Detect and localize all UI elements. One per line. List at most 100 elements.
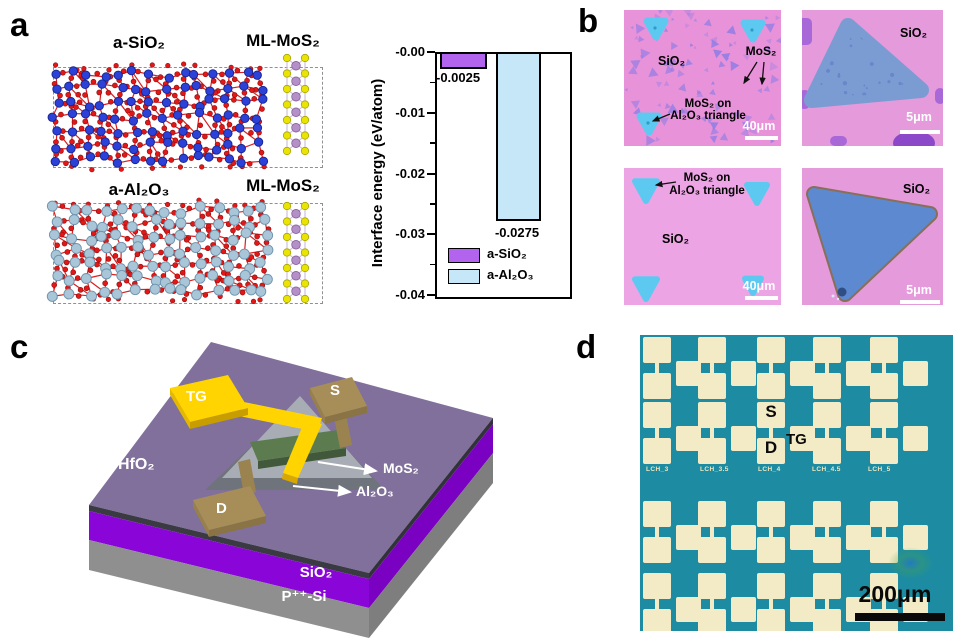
- drain-pad: [643, 609, 671, 631]
- panel-b-label: b: [578, 2, 599, 39]
- scale-bar-label: 200μm: [858, 581, 932, 607]
- device-schematic-3d: [89, 342, 493, 638]
- substrate-layer-left: [89, 540, 369, 638]
- legend-label: a-SiO₂: [487, 246, 527, 261]
- texture-dot: [895, 31, 898, 35]
- texture-dot: [825, 68, 831, 73]
- sio2-layer-right: [369, 424, 493, 608]
- source-pad: [870, 501, 898, 527]
- channel-trace: [825, 527, 829, 537]
- texture-dot: [812, 72, 813, 74]
- mos2-flake-speck: [765, 38, 772, 45]
- mos2-flake-speck: [696, 89, 702, 95]
- mos2-flake-speck: [764, 23, 775, 33]
- texture-dot: [837, 72, 841, 76]
- triangle-note-line2: Al₂O₃ triangle: [669, 185, 745, 197]
- sio2-label: SiO₂: [299, 564, 333, 581]
- top-gate-trace: [239, 402, 322, 432]
- source-pad: [757, 573, 785, 599]
- source-pad-edge: [310, 388, 325, 424]
- drain-pad: [698, 373, 726, 399]
- al2o3-large-triangle: [808, 188, 936, 300]
- mos2-flake-speck: [703, 18, 712, 27]
- top-gate-trace-vertical: [283, 420, 322, 478]
- top-gate-pad: [731, 361, 756, 386]
- mos2-flake-speck: [685, 23, 690, 29]
- defect-blob: [888, 547, 933, 579]
- texture-dot: [886, 43, 889, 46]
- mos2-flake-speck: [685, 58, 693, 66]
- mos2-flake-speck: [684, 110, 691, 116]
- al2o3-label: Al₂O₃: [356, 483, 394, 499]
- top-gate-label: TG: [786, 431, 807, 448]
- channel-trace: [882, 599, 886, 609]
- mos2-flake-speck: [678, 83, 687, 92]
- texture-dot: [924, 20, 927, 23]
- drain-pad: [813, 373, 841, 399]
- texture-dot: [842, 81, 848, 86]
- legend-label: a-Al₂O₃: [487, 267, 534, 282]
- mos2-flake-speck: [693, 45, 697, 50]
- source-pad: [813, 573, 841, 599]
- mos2-flake-speck: [721, 53, 731, 62]
- channel-trace: [882, 428, 886, 438]
- mos2-flake-speck: [686, 12, 695, 21]
- y-minor-tick: [430, 263, 435, 266]
- drain-pad: [698, 537, 726, 563]
- al2o3-annotation-arrow: [292, 484, 352, 497]
- texture-dot: [831, 19, 834, 22]
- mos2-flake-speck: [709, 36, 718, 45]
- al2o3-triangle-flake: [744, 182, 770, 206]
- y-minor-tick: [430, 203, 435, 205]
- channel-trace: [655, 599, 659, 609]
- mos2-flake-speck: [628, 65, 638, 75]
- channel-trace: [882, 363, 886, 373]
- channel-trace: [825, 363, 829, 373]
- source-pad: [643, 337, 671, 363]
- y-minor-tick: [430, 81, 435, 84]
- y-tick-label: -0.00: [395, 44, 425, 59]
- mos2-flake-speck: [732, 109, 741, 119]
- drain-trace: [238, 459, 256, 495]
- substrate-label: P⁺⁺-Si: [281, 588, 327, 605]
- bar-a-sio2: [440, 52, 487, 70]
- texture-dot: [886, 22, 889, 25]
- texture-dot: [884, 41, 889, 46]
- channel-trace: [769, 363, 773, 373]
- annotation-arrow: [654, 180, 677, 188]
- mos2-flake-speck: [658, 10, 663, 15]
- column-label: LCH_3: [646, 466, 669, 473]
- mos2-flake-speck: [648, 67, 659, 77]
- texture-dot: [920, 75, 921, 78]
- defect-spot: [837, 287, 847, 297]
- texture-dot: [820, 83, 823, 86]
- bar-value-label: -0.0275: [494, 225, 540, 241]
- channel-trace: [769, 599, 773, 609]
- mos2-flake-speck: [655, 81, 663, 88]
- texture-dot: [812, 48, 816, 53]
- mos2-flake-speck: [763, 85, 771, 92]
- top-gate-pad: [676, 361, 701, 386]
- source-pad: [698, 573, 726, 599]
- flake-label: MoS₂: [745, 44, 777, 58]
- mos2-flake-speck: [742, 53, 750, 61]
- mos2-flake-speck: [682, 10, 693, 17]
- top-gate-pad: [731, 597, 756, 622]
- scale-bar: [900, 130, 940, 134]
- flake-blob: [893, 131, 935, 146]
- mos2-flake-speck: [630, 100, 640, 110]
- interface-energy-chart: Interface energy (eV/atom) -0.00 -0.01 -0.…: [367, 30, 577, 315]
- texture-dot: [805, 78, 808, 81]
- mos2-flake-speck: [635, 23, 646, 34]
- panel-d-label: d: [576, 328, 597, 365]
- texture-dot: [852, 93, 854, 96]
- channel-trace: [710, 428, 714, 438]
- top-gate-pad: [731, 426, 756, 451]
- column-label: LCH_4: [758, 466, 781, 473]
- mos2-flake-speck: [744, 114, 753, 123]
- source-pad: [643, 402, 671, 428]
- top-gate-trace-edge: [282, 473, 298, 484]
- drain-pad: [870, 373, 898, 399]
- top-gate-pad: [846, 426, 871, 451]
- source-pad: [813, 402, 841, 428]
